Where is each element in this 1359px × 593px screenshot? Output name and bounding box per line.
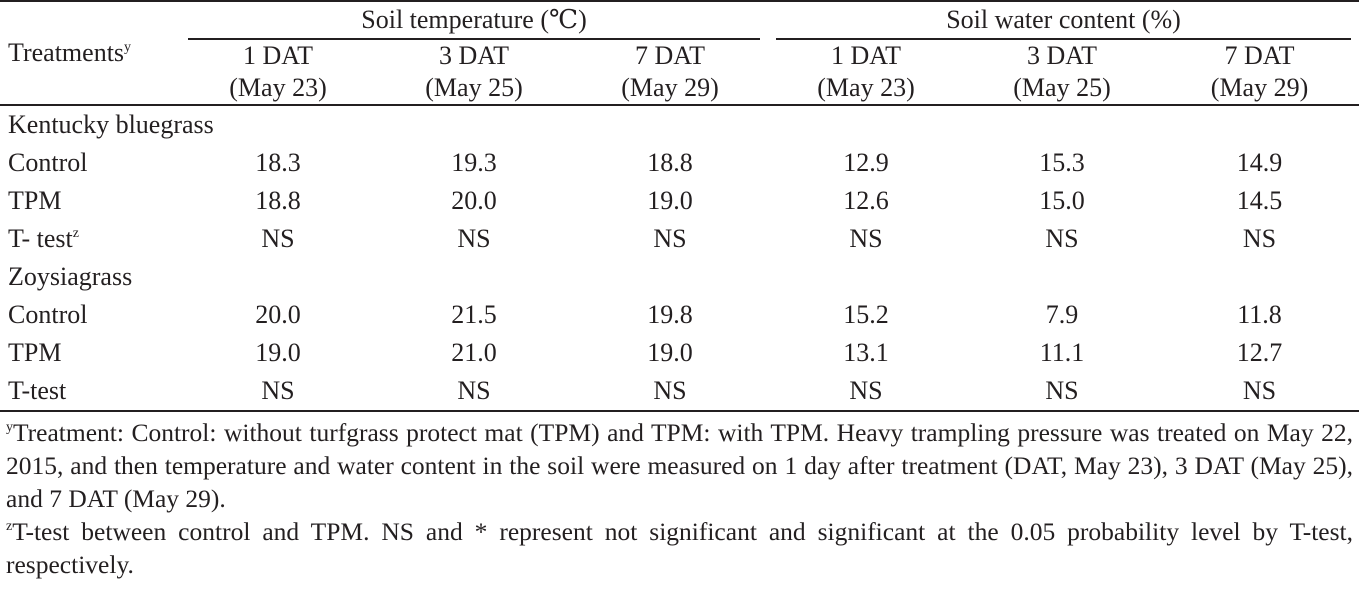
timepoint-header: 7 DAT (May 29) bbox=[1160, 40, 1359, 105]
section-row: Kentucky bluegrass bbox=[0, 105, 1359, 144]
table-cell: 14.9 bbox=[1236, 148, 1283, 177]
table-cell: 19.3 bbox=[451, 148, 497, 177]
table-cell: 19.0 bbox=[647, 186, 693, 215]
timepoint-header-row: 1 DAT (May 23) 3 DAT (May 25) 7 DAT (May 29… bbox=[0, 40, 1359, 105]
table-row: T-test NS NS NS NS NS NS bbox=[0, 372, 1359, 411]
row-label: T- testz bbox=[0, 220, 180, 258]
table-row: Control 20.0 21.5 19.8 15.2 7.9 11.8 bbox=[0, 296, 1359, 334]
timepoint-date: (May 29) bbox=[621, 73, 719, 102]
table-cell: 11.8 bbox=[1237, 300, 1282, 329]
timepoint-header: 3 DAT (May 25) bbox=[376, 40, 572, 105]
soil-temperature-label: Soil temperature (℃) bbox=[188, 2, 761, 40]
group-header-row: Treatmentsy Soil temperature (℃) Soil wa… bbox=[0, 1, 1359, 67]
timepoint-header: 7 DAT (May 29) bbox=[572, 40, 768, 105]
table-cell: 12.6 bbox=[843, 186, 889, 215]
timepoint-day: 7 DAT bbox=[1224, 41, 1295, 70]
table-cell: 13.1 bbox=[843, 338, 889, 367]
row-label-text: T-test bbox=[8, 376, 67, 405]
table-cell: 15.2 bbox=[843, 300, 889, 329]
timepoint-header: 1 DAT (May 23) bbox=[768, 40, 964, 105]
section-label-kentucky-bluegrass: Kentucky bluegrass bbox=[8, 110, 214, 139]
table-row: T- testz NS NS NS NS NS NS bbox=[0, 220, 1359, 258]
footnote-mark: z bbox=[6, 519, 13, 534]
timepoint-header: 1 DAT (May 23) bbox=[180, 40, 376, 105]
soil-data-table: Treatmentsy Soil temperature (℃) Soil wa… bbox=[0, 1, 1359, 411]
table-row: Control 18.3 19.3 18.8 12.9 15.3 14.9 bbox=[0, 144, 1359, 182]
row-label: Control bbox=[0, 144, 180, 182]
table-cell: 18.8 bbox=[255, 186, 301, 215]
table-cell: 15.3 bbox=[1039, 148, 1085, 177]
table-cell: NS bbox=[1242, 376, 1277, 405]
timepoint-day: 1 DAT bbox=[830, 41, 902, 70]
table-cell: 12.7 bbox=[1236, 338, 1283, 367]
table-cell: NS bbox=[849, 224, 883, 253]
table-cell: NS bbox=[457, 224, 491, 253]
treatments-label: Treatments bbox=[8, 38, 125, 67]
row-label-text: TPM bbox=[8, 186, 62, 215]
treatments-header: Treatmentsy bbox=[0, 1, 180, 105]
footnote-text: T-test between control and TPM. NS and *… bbox=[6, 517, 1353, 579]
row-label-text: TPM bbox=[8, 338, 62, 367]
table-cell: NS bbox=[849, 376, 883, 405]
row-label: Control bbox=[0, 296, 180, 334]
soil-temperature-group-header: Soil temperature (℃) bbox=[180, 1, 768, 40]
table-row: TPM 19.0 21.0 19.0 13.1 11.1 12.7 bbox=[0, 334, 1359, 372]
section-label-zoysiagrass: Zoysiagrass bbox=[8, 262, 133, 291]
timepoint-day: 3 DAT bbox=[1026, 41, 1098, 70]
row-label-text: Control bbox=[8, 148, 88, 177]
row-label-mark: z bbox=[72, 226, 79, 241]
timepoint-day: 7 DAT bbox=[634, 41, 706, 70]
timepoint-day: 3 DAT bbox=[438, 41, 510, 70]
table-cell: 20.0 bbox=[255, 300, 301, 329]
treatments-footnote-mark: y bbox=[124, 40, 132, 55]
table-cell: NS bbox=[1045, 224, 1079, 253]
timepoint-date: (May 23) bbox=[817, 73, 915, 102]
table-cell: 11.1 bbox=[1039, 338, 1085, 367]
row-label-text: T- test bbox=[8, 224, 73, 253]
soil-water-group-header: Soil water content (%) bbox=[768, 1, 1359, 40]
timepoint-date: (May 25) bbox=[425, 73, 523, 102]
table-cell: NS bbox=[261, 376, 295, 405]
table-footnotes: yTreatment: Control: without turfgrass p… bbox=[6, 416, 1353, 581]
table-cell: NS bbox=[653, 376, 687, 405]
row-label-text: Control bbox=[8, 300, 88, 329]
table-cell: 21.5 bbox=[451, 300, 497, 329]
table-cell: 19.8 bbox=[647, 300, 693, 329]
table-cell: 20.0 bbox=[451, 186, 497, 215]
row-label: T-test bbox=[0, 372, 180, 411]
footnote-z: zT-test between control and TPM. NS and … bbox=[6, 515, 1353, 581]
table-row: TPM 18.8 20.0 19.0 12.6 15.0 14.5 bbox=[0, 182, 1359, 220]
table-cell: 19.0 bbox=[255, 338, 301, 367]
footnote-text: Treatment: Control: without turfgrass pr… bbox=[6, 418, 1353, 513]
table-cell: NS bbox=[457, 376, 491, 405]
footnote-mark: y bbox=[6, 420, 13, 435]
table-cell: 21.0 bbox=[451, 338, 497, 367]
table-cell: NS bbox=[653, 224, 687, 253]
timepoint-day: 1 DAT bbox=[242, 41, 314, 70]
table-cell: 18.3 bbox=[255, 148, 301, 177]
footnote-y: yTreatment: Control: without turfgrass p… bbox=[6, 416, 1353, 515]
table-cell: 12.9 bbox=[843, 148, 889, 177]
table-cell: 14.5 bbox=[1236, 186, 1283, 215]
timepoint-date: (May 29) bbox=[1210, 73, 1309, 102]
table-cell: 15.0 bbox=[1039, 186, 1085, 215]
soil-water-label: Soil water content (%) bbox=[776, 2, 1352, 40]
table-cell: 19.0 bbox=[647, 338, 693, 367]
table-cell: 7.9 bbox=[1045, 300, 1079, 329]
timepoint-date: (May 25) bbox=[1013, 73, 1111, 102]
section-row: Zoysiagrass bbox=[0, 258, 1359, 296]
table-cell: NS bbox=[261, 224, 295, 253]
table-cell: 18.8 bbox=[647, 148, 693, 177]
timepoint-header: 3 DAT (May 25) bbox=[964, 40, 1160, 105]
timepoint-date: (May 23) bbox=[229, 73, 327, 102]
row-label: TPM bbox=[0, 182, 180, 220]
row-label: TPM bbox=[0, 334, 180, 372]
table-cell: NS bbox=[1045, 376, 1079, 405]
table-cell: NS bbox=[1242, 224, 1277, 253]
